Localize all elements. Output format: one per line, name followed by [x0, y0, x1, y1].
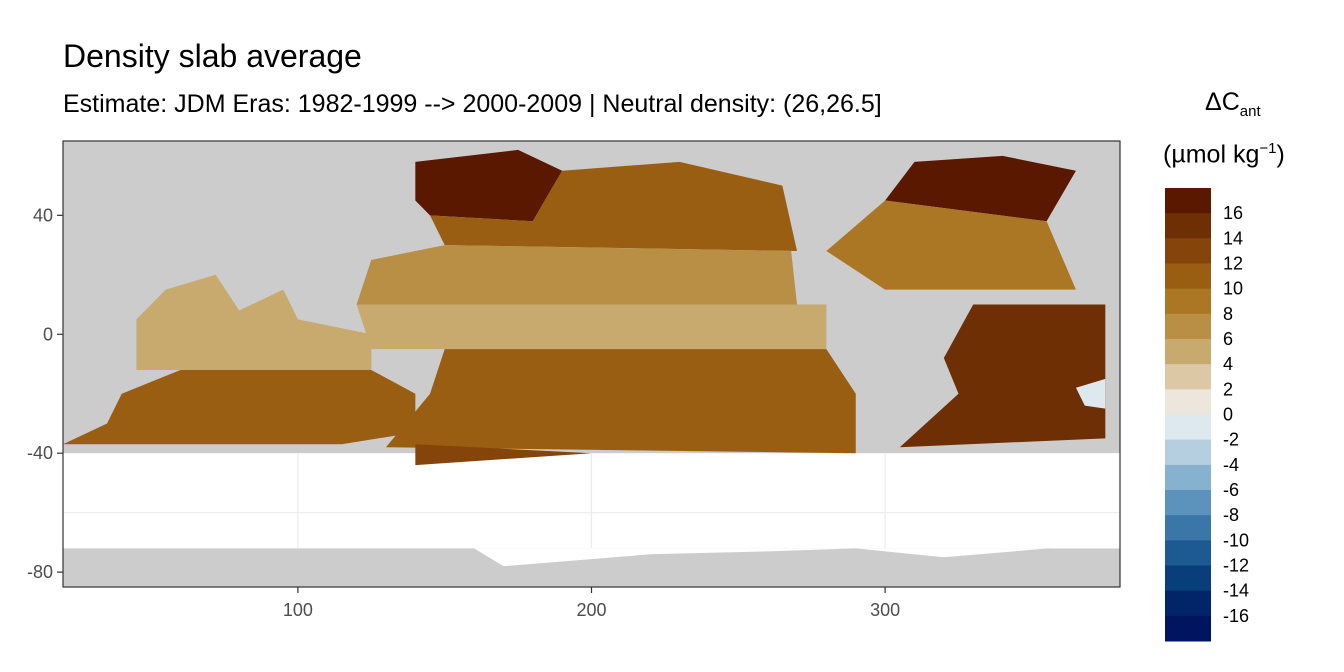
ocean-region-southern-ocean-band: [415, 444, 592, 466]
y-tick-label: -80: [27, 562, 53, 582]
ocean-region-north-atlantic-subpolar: [885, 155, 1076, 222]
x-tick-label: 200: [576, 600, 606, 620]
legend-swatch: [1165, 238, 1211, 264]
legend-label: -2: [1223, 430, 1239, 450]
legend-label: 14: [1223, 228, 1243, 248]
legend-label: -12: [1223, 556, 1249, 576]
legend-swatch: [1165, 540, 1211, 566]
y-tick-label: 0: [43, 324, 53, 344]
legend-swatch: [1165, 364, 1211, 390]
chart-title: Density slab average: [63, 38, 362, 74]
ocean-region-south-atlantic: [899, 304, 1106, 448]
legend-label: 8: [1223, 304, 1233, 324]
legend-label: -8: [1223, 505, 1239, 525]
x-tick-label: 100: [283, 600, 313, 620]
ocean-region-indian-ocean-north: [136, 274, 372, 370]
ocean-region-north-pacific-subtropical: [356, 245, 798, 305]
legend-label: -14: [1223, 581, 1249, 601]
legend-swatch: [1165, 213, 1211, 239]
chart-subtitle: Estimate: JDM Eras: 1982-1999 --> 2000-2…: [63, 90, 882, 118]
ocean-region-indian-ocean-south: [63, 369, 416, 445]
y-tick-label: 40: [33, 205, 53, 225]
legend-swatch: [1165, 339, 1211, 365]
legend-label: 16: [1223, 203, 1243, 223]
legend-swatch: [1165, 389, 1211, 415]
legend-swatch: [1165, 565, 1211, 592]
legend-swatch: [1165, 615, 1211, 642]
legend-label: -4: [1223, 455, 1239, 475]
legend-swatch: [1165, 414, 1211, 441]
x-tick-label: 300: [870, 600, 900, 620]
legend-swatch: [1165, 263, 1211, 290]
legend-swatch: [1165, 464, 1211, 491]
legend-swatch: [1165, 590, 1211, 617]
legend-label: 10: [1223, 279, 1243, 299]
legend-title-quantity: ΔCant: [1205, 88, 1261, 120]
no-data-band-edge: [63, 542, 1120, 567]
legend-label: 6: [1223, 329, 1233, 349]
ocean-region-equatorial-pacific: [356, 304, 827, 350]
legend-label: 0: [1223, 405, 1233, 425]
legend-swatch: [1165, 313, 1211, 340]
legend-swatch: [1165, 515, 1211, 541]
legend-label: -16: [1223, 606, 1249, 626]
legend-label: -6: [1223, 480, 1239, 500]
ocean-region-south-pacific: [385, 349, 856, 454]
ocean-region-south-atlantic-east: [1075, 378, 1106, 409]
legend-swatch: [1165, 288, 1211, 315]
ocean-region-north-pacific-central: [430, 161, 798, 252]
ocean-region-north-pacific-west: [415, 149, 563, 222]
legend-label: 2: [1223, 379, 1233, 399]
legend-label: -10: [1223, 530, 1249, 550]
legend-label: 12: [1223, 254, 1243, 274]
legend-swatch: [1165, 439, 1211, 466]
y-tick-label: -40: [27, 443, 53, 463]
legend-swatch: [1165, 490, 1211, 516]
legend-swatch: [1165, 188, 1211, 214]
ocean-region-north-atlantic-subtropical: [826, 200, 1076, 290]
legend-label: 4: [1223, 354, 1233, 374]
legend-title-unit: (µmol kg−1): [1163, 140, 1285, 169]
